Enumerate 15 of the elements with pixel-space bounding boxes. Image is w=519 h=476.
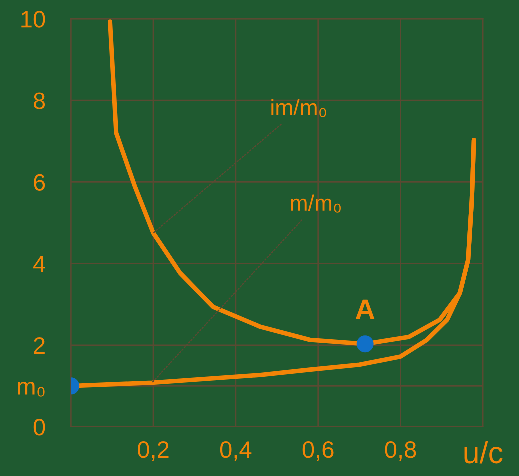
y-tick-label: 0 [34, 419, 46, 436]
y-tick-label: 8 [34, 92, 46, 110]
x-tick-label: 0,2 [138, 441, 169, 461]
y-tick-label: 10 [22, 11, 46, 28]
annotation: m/m₀ [291, 194, 341, 213]
annotation: A [356, 300, 375, 319]
x-tick-label: 0,4 [220, 441, 252, 461]
y-tick-label: 4 [34, 256, 46, 272]
y-tick-label: 6 [34, 174, 46, 191]
annotation: im/m₀ [272, 99, 326, 118]
x-tick-label: 0,8 [385, 441, 416, 461]
y-tick-label: 2 [34, 337, 45, 354]
x-tick-label: 0,6 [302, 441, 334, 461]
x-axis-title: u/c [464, 441, 503, 464]
y-tick-label: m₀ [18, 382, 45, 397]
